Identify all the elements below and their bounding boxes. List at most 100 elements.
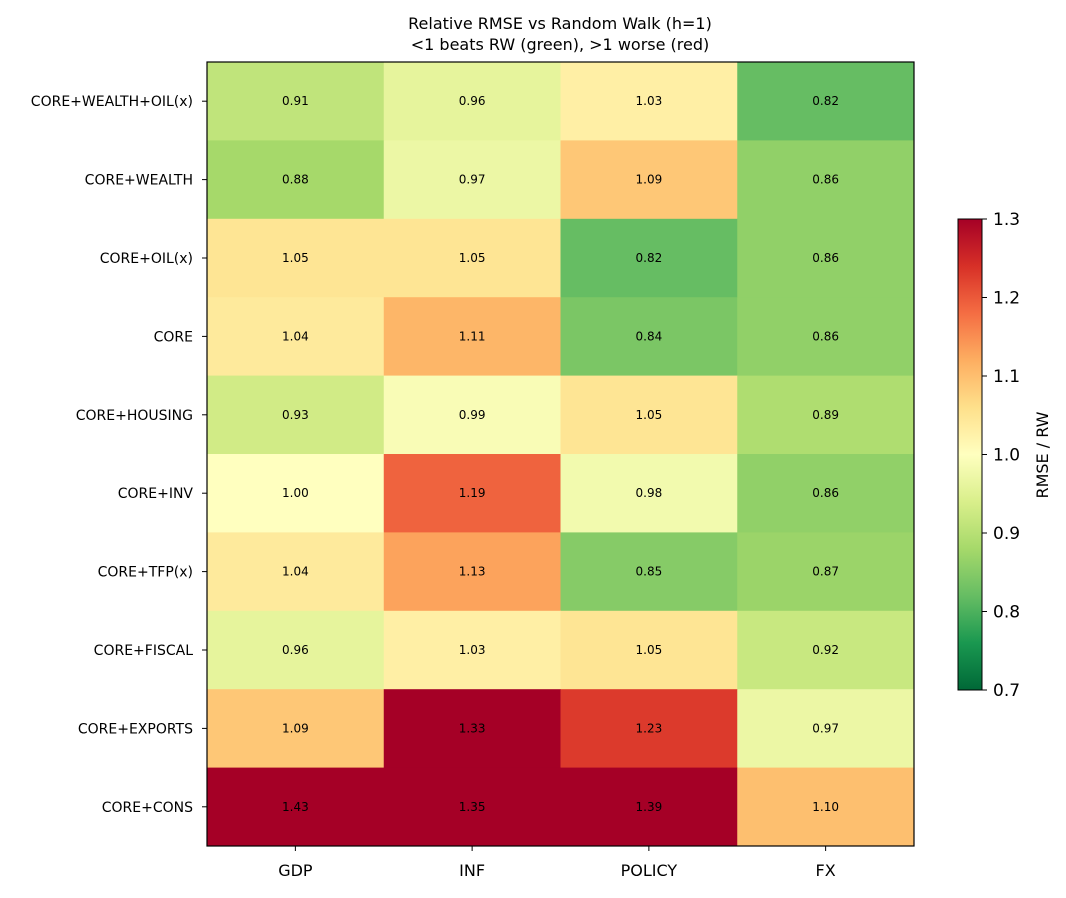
heatmap-cell [737,689,915,769]
row-label: CORE+EXPORTS [78,721,193,737]
cell-value-label: 0.85 [636,565,663,579]
heatmap-cell [737,297,915,377]
cell-value-label: 1.03 [459,643,486,657]
cell-value-label: 1.35 [459,800,486,814]
cell-value-label: 0.86 [812,486,839,500]
cell-value-label: 1.05 [282,251,309,265]
cell-value-label: 0.96 [459,94,486,108]
row-label: CORE+OIL(x) [100,251,193,267]
column-label: GDP [278,861,313,880]
heatmap-cell [383,689,561,769]
cell-value-label: 0.82 [812,94,839,108]
heatmap-cell [207,62,385,141]
cell-value-label: 1.23 [636,721,663,735]
row-label: CORE+WEALTH+OIL(x) [31,94,193,110]
cell-value-label: 1.39 [636,800,663,814]
heatmap-cell [207,218,385,298]
heatmap-cell [560,767,738,847]
heatmap-cell [560,689,738,769]
cell-value-label: 1.11 [459,329,486,343]
cell-value-label: 0.89 [812,408,839,422]
cell-value-label: 1.43 [282,800,309,814]
cell-value-label: 1.19 [459,486,486,500]
cell-value-label: 1.33 [459,721,486,735]
heatmap-cell [737,610,915,690]
column-labels: GDP INF POLICY FX [278,846,836,880]
cell-value-label: 0.91 [282,94,309,108]
heatmap-cell [207,689,385,769]
cell-value-label: 1.04 [282,329,309,343]
heatmap-cell [207,454,385,533]
cell-value-label: 0.97 [812,721,839,735]
cell-value-label: 1.13 [459,565,486,579]
cell-value-label: 1.03 [636,94,663,108]
colorbar-tick-label: 1.2 [993,289,1020,309]
heatmap-cell [383,218,561,298]
heatmap-cell [383,297,561,377]
column-label: INF [459,861,485,880]
heatmap-cell [737,375,915,455]
heatmap-cell [737,218,915,298]
heatmap-cell [383,454,561,533]
heatmap-cell [737,767,915,847]
row-label: CORE+TFP(x) [98,565,193,581]
heatmap-cell [383,532,561,612]
cell-value-label: 0.82 [636,251,663,265]
heatmap-cell [207,767,385,847]
chart-title: Relative RMSE vs Random Walk (h=1) [408,14,712,33]
heatmap-cell [560,610,738,690]
row-label: CORE+HOUSING [76,408,193,424]
heatmap-cell [560,454,738,533]
cell-value-label: 1.05 [459,251,486,265]
heatmap-cell [737,532,915,612]
chart-subtitle: <1 beats RW (green), >1 worse (red) [411,35,710,54]
heatmap-cell [207,610,385,690]
column-label: POLICY [621,861,678,880]
cell-value-label: 1.04 [282,565,309,579]
heatmap-cell [560,140,738,220]
heatmap-cell [383,140,561,220]
row-label: CORE [154,329,193,345]
cell-value-label: 0.97 [459,173,486,187]
colorbar-tick-label: 1.3 [993,210,1020,230]
cell-value-label: 0.92 [812,643,839,657]
row-labels: CORE+WEALTH+OIL(x) CORE+WEALTH CORE+OIL(x)… [31,94,207,816]
cell-value-label: 1.05 [636,643,663,657]
colorbar-label: RMSE / RW [1033,411,1052,498]
heatmap-cell [207,297,385,377]
cell-value-label: 1.10 [812,800,839,814]
heatmap-cell [383,767,561,847]
heatmap-cell [207,375,385,455]
cell-value-label: 0.98 [636,486,663,500]
row-label: CORE+INV [118,486,194,502]
heatmap-cell [560,375,738,455]
colorbar-tick-label: 0.7 [993,681,1020,701]
heatmap-cell [737,454,915,533]
heatmap-cell [383,610,561,690]
cell-value-label: 1.05 [636,408,663,422]
colorbar [957,218,983,691]
heatmap-cell [207,532,385,612]
heatmap-cell [383,62,561,141]
cell-value-label: 1.00 [282,486,309,500]
cell-value-label: 0.86 [812,251,839,265]
colorbar-tick-label: 1.0 [993,446,1020,466]
heatmap-cell [560,532,738,612]
cell-value-label: 1.09 [636,173,663,187]
heatmap-cell [737,62,915,141]
colorbar-tick-label: 0.9 [993,524,1020,544]
cell-value-label: 1.09 [282,721,309,735]
colorbar-tick-label: 1.1 [993,367,1020,387]
row-label: CORE+WEALTH [85,173,193,189]
row-label: CORE+FISCAL [94,643,194,659]
cell-value-label: 0.88 [282,173,309,187]
cell-value-label: 0.96 [282,643,309,657]
heatmap-cell [737,140,915,220]
colorbar-ticks: 0.7 0.8 0.9 1.0 1.1 1.2 1.3 [982,210,1020,701]
heatmap-cell [207,140,385,220]
heatmap-cells: 0.91 0.96 1.03 0.82 0.88 0.97 1.09 0.86 1.05 1.05… [207,62,915,847]
heatmap-cell [560,297,738,377]
row-label: CORE+CONS [102,800,193,816]
